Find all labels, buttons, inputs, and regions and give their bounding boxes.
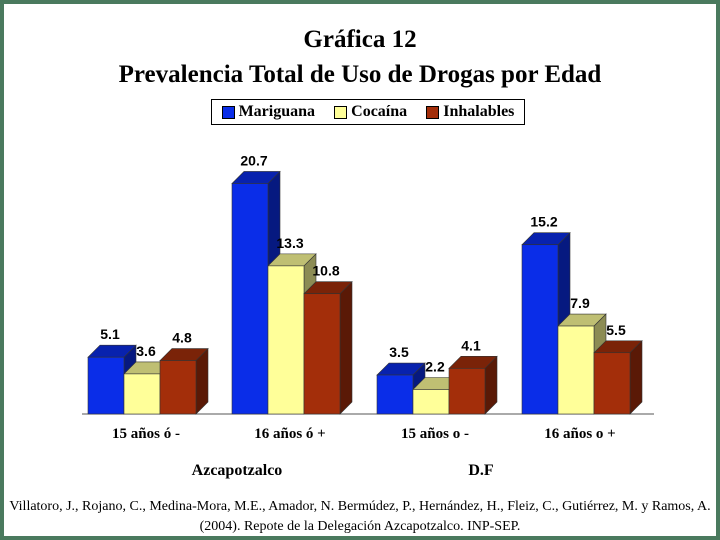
category-label-4: 16 años o +: [544, 426, 615, 442]
bar-cocaina-2: [267, 265, 305, 415]
legend-label-cocaina: Cocaína: [351, 103, 408, 120]
bar-inhalables-4: [593, 352, 631, 415]
value-label-cocaina-1: 3.6: [136, 343, 156, 359]
legend-label-inhalables: Inhalables: [443, 103, 515, 120]
category-label-1: 15 años ó -: [112, 426, 180, 442]
bar-inhalables-3: [448, 368, 486, 415]
value-label-inhalables-3: 4.1: [461, 337, 481, 353]
legend-item-cocaina: Cocaína: [334, 103, 407, 121]
bar-side-inhalables-4: [629, 340, 643, 415]
group-label-d-f: D.F: [468, 462, 494, 479]
chart-title: Gráfica 12: [303, 26, 417, 53]
legend-item-inhalables: Inhalables: [426, 103, 514, 121]
value-label-mariguana-3: 3.5: [389, 344, 409, 360]
chart-subtitle: Prevalencia Total de Uso de Drogas por E…: [118, 61, 602, 88]
legend-swatch-inhalables: [426, 105, 440, 119]
bar-mariguana-1: [87, 356, 125, 415]
category-label-3: 15 años o -: [401, 426, 469, 442]
value-label-mariguana-2: 20.7: [240, 152, 267, 168]
legend-item-mariguana: Mariguana: [221, 103, 316, 121]
bar-side-inhalables-2: [339, 281, 353, 415]
bar-cocaina-3: [412, 389, 450, 415]
value-label-cocaina-3: 2.2: [425, 359, 445, 375]
bar-mariguana-2: [231, 183, 269, 415]
legend-swatch-mariguana: [221, 105, 235, 119]
bar-cocaina-4: [557, 325, 595, 415]
source-citation: Villatoro, J., Rojano, C., Medina-Mora, …: [9, 499, 711, 534]
value-label-inhalables-2: 10.8: [312, 263, 339, 279]
bar-mariguana-4: [521, 244, 559, 415]
value-label-inhalables-1: 4.8: [172, 330, 192, 346]
value-label-cocaina-2: 13.3: [276, 235, 303, 251]
bar-cocaina-1: [123, 373, 161, 415]
value-label-cocaina-4: 7.9: [570, 295, 590, 311]
bar-inhalables-1: [159, 360, 197, 415]
legend-label-mariguana: Mariguana: [238, 103, 316, 120]
category-label-2: 16 años ó +: [254, 426, 325, 442]
group-label-azcapotzalco: Azcapotzalco: [192, 462, 283, 479]
slide-frame: Gráfica 12 Prevalencia Total de Uso de D…: [4, 4, 716, 536]
legend-swatch-cocaina: [334, 105, 348, 119]
bar-chart: 5.1 3.6 4.8 15 años ó - 20.7 13.3 10.8 16 años …: [82, 152, 654, 479]
chart-legend: Mariguana Cocaína Inhalables: [211, 99, 525, 125]
bar-inhalables-2: [303, 293, 341, 415]
value-label-mariguana-4: 15.2: [530, 214, 557, 230]
bar-mariguana-3: [376, 374, 414, 415]
value-label-mariguana-1: 5.1: [100, 326, 120, 342]
value-label-inhalables-4: 5.5: [606, 322, 626, 338]
